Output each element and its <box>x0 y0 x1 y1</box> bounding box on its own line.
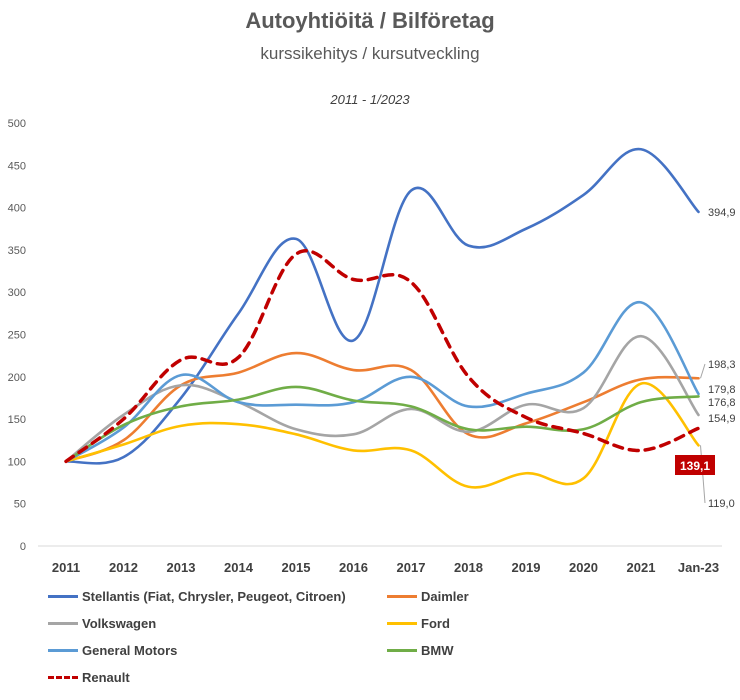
x-tick-label: 2020 <box>569 560 598 575</box>
legend-swatch <box>48 676 78 679</box>
end-label-general: 179,8 <box>708 384 736 396</box>
y-tick-label: 200 <box>8 372 26 384</box>
end-label-renault: 139,1 <box>680 459 710 473</box>
legend-item-daimler: Daimler <box>387 589 469 604</box>
y-tick-label: 150 <box>8 414 26 426</box>
legend-swatch <box>48 622 78 625</box>
leader-line-daimler <box>700 363 706 379</box>
legend-label: Daimler <box>421 589 469 604</box>
series-line-general <box>64 301 700 463</box>
x-tick-label: 2015 <box>282 560 311 575</box>
end-label-daimler: 198,3 <box>708 359 736 371</box>
x-tick-label: 2021 <box>627 560 656 575</box>
y-tick-label: 400 <box>8 203 26 215</box>
series-line-stellantis <box>64 147 700 465</box>
legend-swatch <box>387 622 417 625</box>
x-tick-label: Jan-23 <box>678 560 719 575</box>
end-label-stellantis: 394,9 <box>708 207 736 219</box>
end-label-ford: 119,0 <box>708 498 735 510</box>
legend-label: General Motors <box>82 643 178 658</box>
legend-swatch <box>387 649 417 652</box>
y-tick-label: 300 <box>8 287 26 299</box>
legend-item-bmw: BMW <box>387 643 454 658</box>
legend-label: Volkswagen <box>82 616 157 631</box>
x-tick-label: 2011 <box>52 560 80 575</box>
legend-label: BMW <box>421 643 454 658</box>
series-line-daimler <box>64 351 700 463</box>
series-line-volkswagen <box>64 334 700 463</box>
x-tick-label: 2013 <box>167 560 196 575</box>
chart-title: Autoyhtiöitä / Bilföretag <box>245 8 495 33</box>
chart-subtitle: kurssikehitys / kursutveckling <box>260 44 480 63</box>
y-tick-label: 500 <box>8 118 26 130</box>
series-line-renault <box>64 249 701 464</box>
series-line-ford <box>64 382 700 489</box>
legend-swatch <box>48 649 78 652</box>
y-tick-label: 350 <box>8 245 26 257</box>
legend-item-renault: Renault <box>48 670 130 685</box>
legend-item-stellantis: Stellantis (Fiat, Chrysler, Peugeot, Cit… <box>48 589 346 604</box>
x-tick-label: 2014 <box>224 560 254 575</box>
end-label-volkswagen: 154,9 <box>708 413 736 425</box>
y-tick-label: 0 <box>20 541 26 553</box>
y-tick-label: 100 <box>8 456 26 468</box>
legend-item-ford: Ford <box>387 616 450 631</box>
legend-item-general: General Motors <box>48 643 177 658</box>
legend-label: Ford <box>421 616 450 631</box>
series-line-bmw <box>64 385 700 463</box>
end-label-box-renault <box>675 455 715 475</box>
x-tick-label: 2017 <box>397 560 426 575</box>
x-tick-label: 2012 <box>109 560 138 575</box>
x-tick-label: 2018 <box>454 560 483 575</box>
x-tick-label: 2019 <box>512 560 541 575</box>
legend-swatch <box>48 595 78 598</box>
end-label-bmw: 176,8 <box>708 397 736 409</box>
legend-label: Renault <box>82 670 130 685</box>
y-tick-label: 50 <box>14 499 26 511</box>
legend-item-volkswagen: Volkswagen <box>48 616 156 631</box>
chart-period: 2011 - 1/2023 <box>330 92 410 107</box>
y-tick-label: 250 <box>8 330 26 342</box>
x-tick-label: 2016 <box>339 560 368 575</box>
legend-label: Stellantis (Fiat, Chrysler, Peugeot, Cit… <box>82 589 346 604</box>
y-tick-label: 450 <box>8 160 26 172</box>
legend-swatch <box>387 595 417 598</box>
